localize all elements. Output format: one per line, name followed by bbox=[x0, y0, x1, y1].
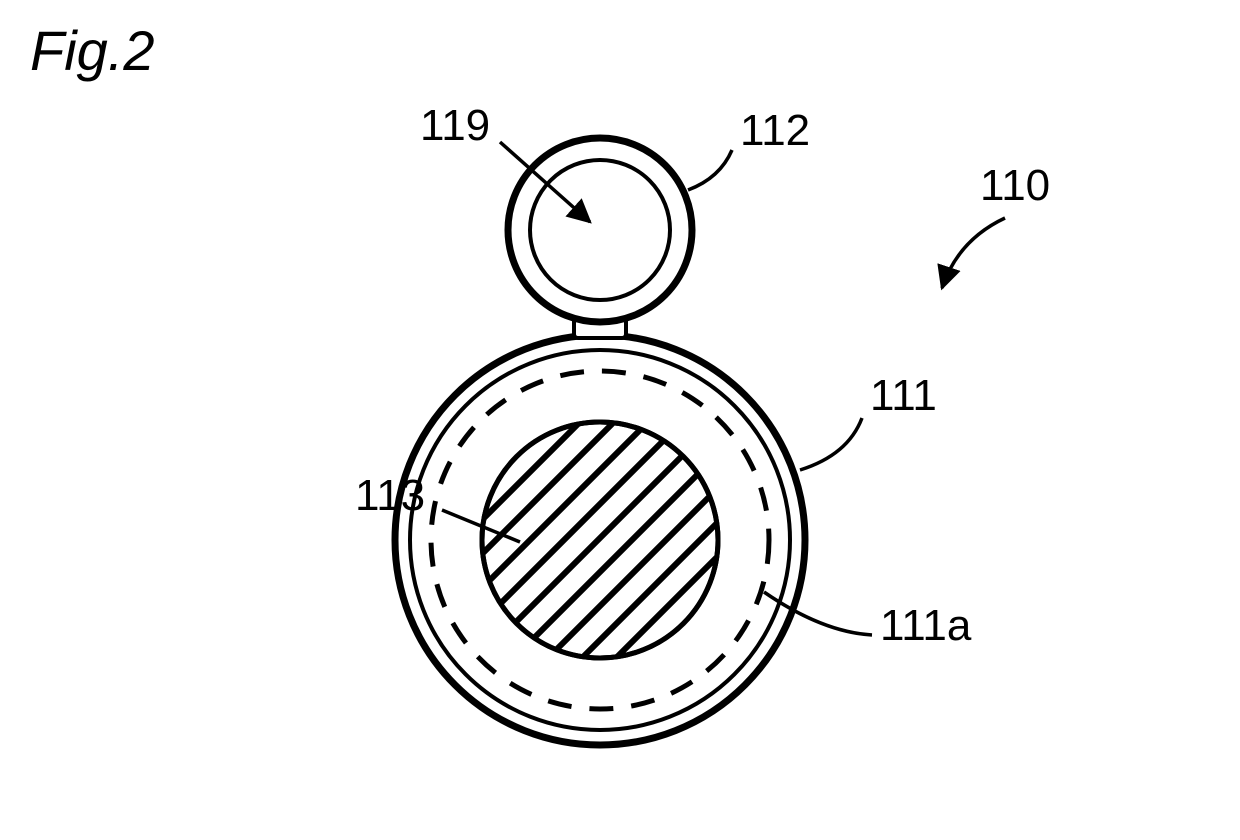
leader-l110 bbox=[942, 218, 1005, 288]
ref-label-l110: 110 bbox=[980, 161, 1050, 210]
leader-l111 bbox=[800, 418, 862, 470]
ref-label-l111: 111 bbox=[870, 371, 937, 420]
leader-l112 bbox=[688, 150, 732, 190]
ref-label-l113: 113 bbox=[355, 471, 425, 520]
ref-label-l111a: 111a bbox=[880, 601, 972, 650]
top-ring-inner-119 bbox=[530, 160, 670, 300]
figure-title: Fig.2 bbox=[30, 19, 155, 82]
ref-label-l119: 119 bbox=[420, 101, 490, 150]
ref-label-l112: 112 bbox=[740, 106, 810, 155]
